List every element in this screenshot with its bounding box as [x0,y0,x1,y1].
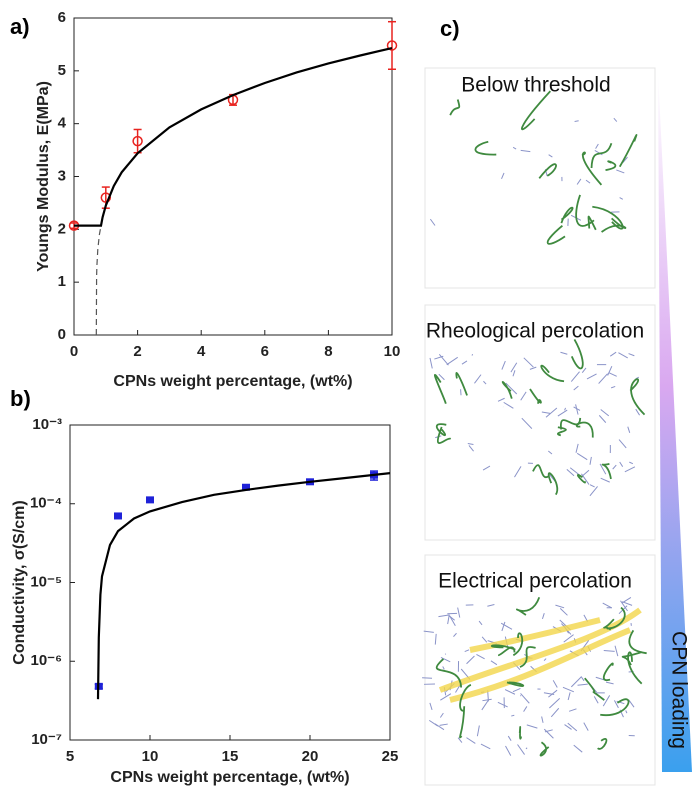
fit-curve [98,473,390,699]
y-tick-label: 4 [58,115,67,132]
y-tick-label: 10⁻⁵ [30,573,62,590]
panel-label: b) [10,386,31,411]
y-tick-label: 2 [58,220,66,237]
x-tick-label: 10 [384,343,401,360]
x-axis-label: CPNs weight percentage, (wt%) [110,769,349,786]
y-tick-label: 10⁻⁴ [30,495,62,512]
polymer-chain [520,727,521,739]
plot-frame [74,18,392,335]
y-axis-label: Youngs Modulus, E(MPa) [35,81,52,272]
x-tick-label: 10 [142,748,159,765]
y-tick-label: 10⁻³ [32,416,62,433]
fit-curve [74,48,392,226]
data-point [115,513,122,519]
data-point [147,497,154,503]
y-axis-label: Conductivity, σ(S/cm) [11,500,28,664]
x-tick-label: 6 [261,343,269,360]
y-tick-label: 10⁻⁷ [31,731,62,748]
x-tick-label: 0 [70,343,78,360]
panel-label: c) [440,16,460,41]
image-title: Below threshold [461,74,610,97]
x-tick-label: 5 [66,748,74,765]
y-tick-label: 0 [58,326,66,343]
y-tick-label: 5 [58,62,66,79]
y-tick-label: 1 [58,273,66,290]
image-title: Electrical percolation [438,570,632,593]
panel-label: a) [10,14,30,39]
x-tick-label: 15 [222,748,239,765]
x-tick-label: 20 [302,748,319,765]
x-axis-label: CPNs weight percentage, (wt%) [113,373,352,390]
image-title: Rheological percolation [426,320,644,343]
x-tick-label: 4 [197,343,206,360]
arrow-label: CPN loading [667,631,690,749]
plot-frame [70,425,390,740]
x-tick-label: 25 [382,748,399,765]
y-tick-label: 3 [58,167,66,184]
nanotube [445,654,446,655]
x-tick-label: 2 [133,343,141,360]
x-tick-label: 8 [324,343,332,360]
y-tick-label: 6 [58,9,66,26]
nanotube [472,354,473,355]
nanotube [575,121,579,122]
y-tick-label: 10⁻⁶ [30,652,62,669]
threshold-curve [96,226,101,335]
